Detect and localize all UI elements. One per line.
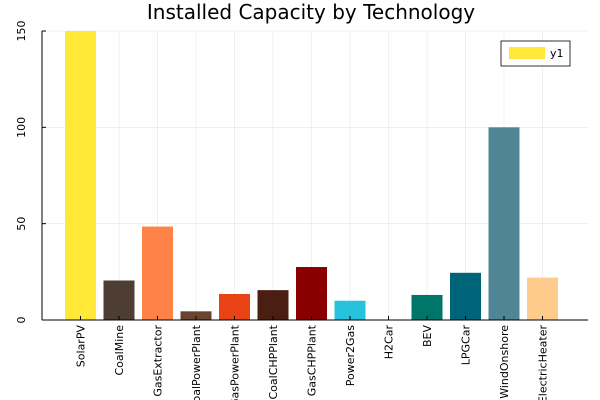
x-tick-label: ElectricHeater [536, 325, 549, 400]
x-tick-label: SolarPV [74, 325, 87, 368]
bar [257, 290, 289, 320]
legend-swatch [509, 47, 545, 59]
x-tick-label: CoalCHPPlant [267, 324, 280, 399]
y-tick-label: 150 [15, 21, 28, 42]
bar [296, 267, 327, 320]
bar [411, 294, 443, 320]
bar [65, 31, 96, 320]
x-tick-label: CoalMine [113, 325, 126, 376]
y-tick-labels: 0 50 100 150 [15, 21, 28, 324]
y-tick-label: 50 [15, 217, 28, 231]
x-tick-labels: SolarPV CoalMine GasExtractor CoalPowerPlan… [74, 324, 549, 400]
y-tick-label: 100 [15, 117, 28, 138]
grid-lines [42, 30, 588, 321]
bar [142, 226, 173, 320]
bar [180, 311, 212, 320]
chart-title: Installed Capacity by Technology [147, 0, 475, 24]
x-tick-label: WindOnshore [498, 325, 511, 399]
x-tick-label: GasPowerPlant [228, 324, 241, 400]
axes [41, 30, 588, 321]
bar [334, 300, 366, 320]
bar [527, 277, 558, 320]
legend: y1 [500, 40, 571, 67]
x-tick-label: LPGCar [459, 325, 472, 366]
x-tick-label: BEV [421, 325, 434, 347]
bar [450, 272, 481, 320]
bar [219, 293, 250, 320]
legend-label: y1 [550, 47, 564, 60]
y-tick-label: 0 [15, 317, 28, 324]
x-tick-label: GasExtractor [151, 325, 164, 397]
bar [103, 280, 135, 320]
x-tick-label: CoalPowerPlant [190, 324, 203, 400]
x-tick-label: GasCHPPlant [305, 324, 318, 396]
bars [65, 31, 558, 320]
x-tick-label: Power2Gas [344, 325, 357, 387]
x-tick-label: H2Car [382, 325, 395, 360]
bar [488, 127, 520, 320]
